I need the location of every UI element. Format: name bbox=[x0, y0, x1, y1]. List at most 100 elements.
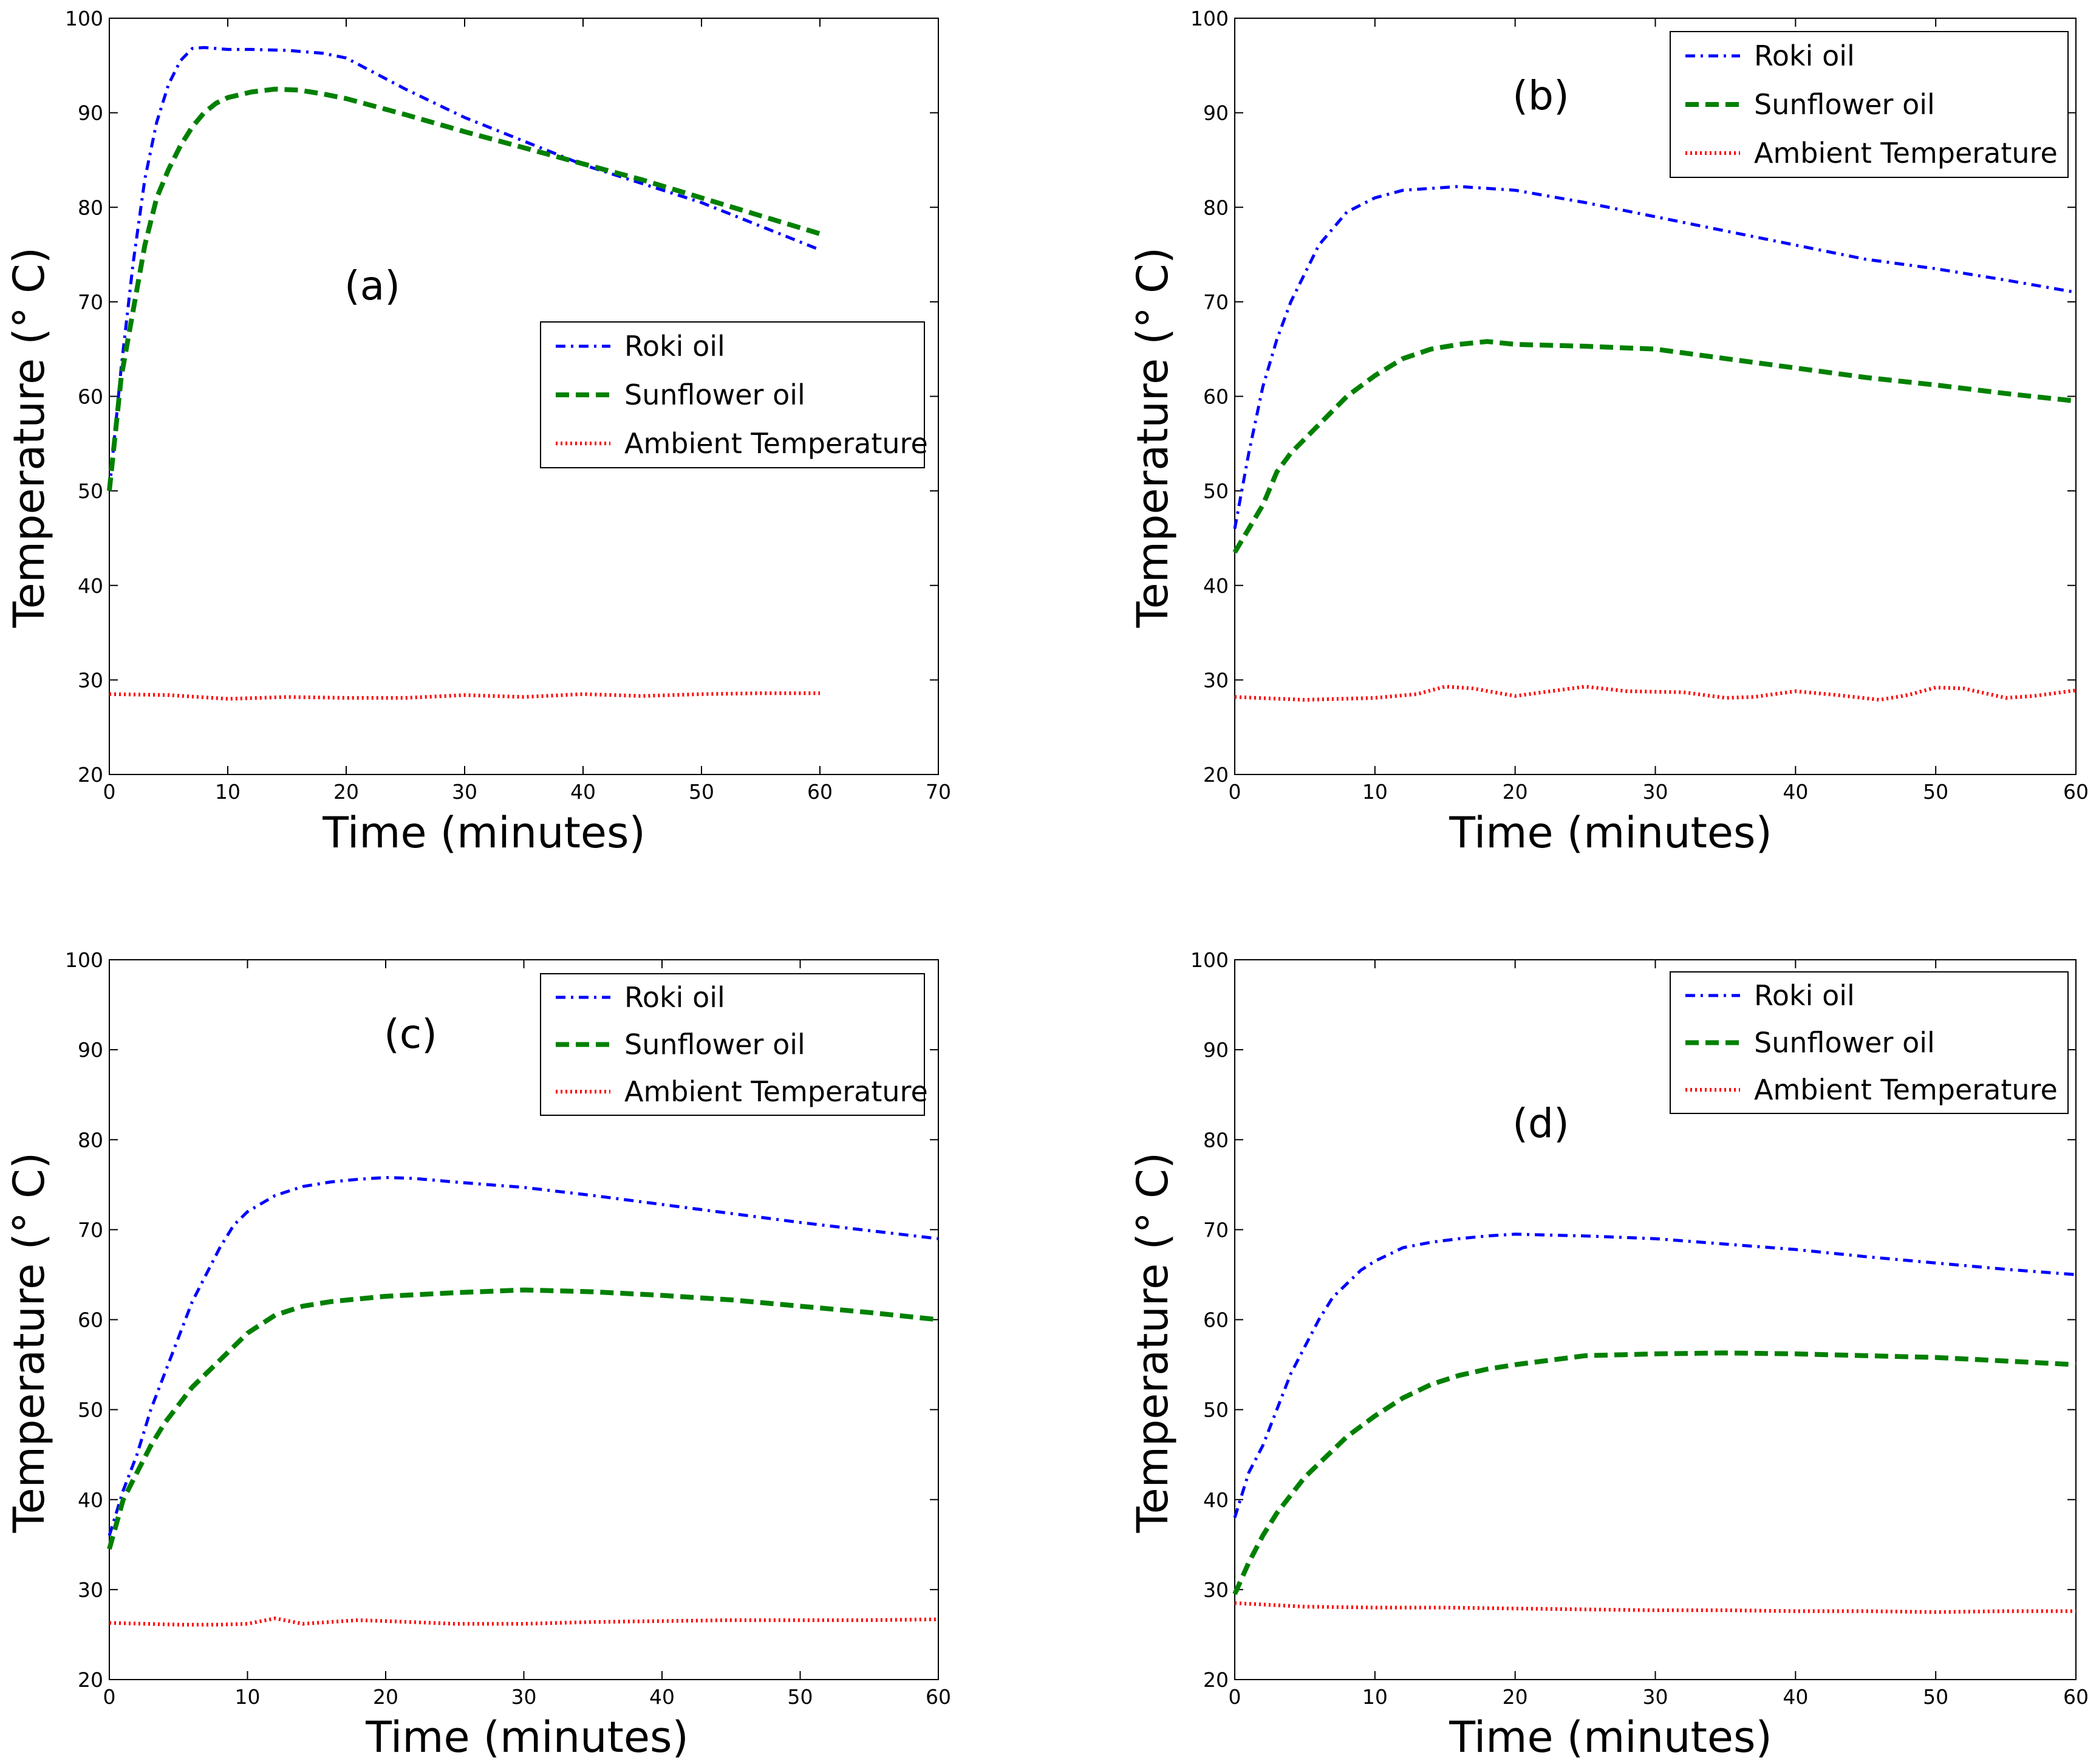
series-line-sunflower-oil bbox=[107, 86, 821, 491]
y-tick-label: 50 bbox=[1203, 479, 1229, 503]
y-tick-label: 90 bbox=[78, 1038, 103, 1062]
legend-entry-label: Ambient Temperature bbox=[624, 1075, 928, 1108]
y-axis-title: Temperature (° C) bbox=[4, 1152, 54, 1533]
legend: Roki oil Sunflower oil Ambient Temperature bbox=[540, 321, 928, 468]
y-tick-label: 90 bbox=[1203, 1038, 1229, 1062]
series-line-sunflower-oil bbox=[107, 1287, 939, 1550]
y-tick-label: 60 bbox=[78, 385, 103, 409]
y-tick-label: 100 bbox=[65, 948, 103, 972]
x-tick-label: 0 bbox=[103, 1685, 116, 1709]
x-tick-label: 30 bbox=[1643, 780, 1668, 804]
y-tick-label: 60 bbox=[1203, 385, 1229, 409]
legend: Roki oil Sunflower oil Ambient Temperature bbox=[1670, 31, 2069, 178]
x-tick-label: 60 bbox=[2063, 1685, 2089, 1709]
panel-c: Temperature (° C) Time (minutes) (c) 20 3… bbox=[4, 948, 951, 1762]
x-tick-label: 60 bbox=[2063, 780, 2089, 804]
legend-entry-label: Ambient Temperature bbox=[1754, 1073, 2058, 1106]
x-tick-label: 10 bbox=[1362, 780, 1388, 804]
y-tick-label: 40 bbox=[1203, 574, 1229, 598]
panel-label: (a) bbox=[344, 262, 400, 309]
y-tick-label: 60 bbox=[78, 1308, 103, 1332]
x-tick-label: 30 bbox=[1643, 1685, 1668, 1709]
y-tick-label: 100 bbox=[1190, 7, 1229, 30]
x-tick-label: 60 bbox=[926, 1685, 951, 1709]
series-line-ambient-temperature bbox=[109, 1616, 939, 1627]
y-tick-label: 80 bbox=[78, 1128, 103, 1152]
series-line-ambient-temperature bbox=[1234, 1601, 2076, 1614]
legend-entry-label: Roki oil bbox=[624, 981, 725, 1014]
x-tick-label: 0 bbox=[1229, 1685, 1241, 1709]
legend-entry-label: Roki oil bbox=[624, 330, 725, 363]
panel-label: (d) bbox=[1512, 1100, 1569, 1147]
legend: Roki oil Sunflower oil Ambient Temperature bbox=[540, 973, 928, 1116]
x-tick-label: 0 bbox=[1229, 780, 1241, 804]
y-tick-label: 90 bbox=[78, 101, 103, 125]
y-tick-label: 50 bbox=[1203, 1398, 1229, 1422]
x-tick-label: 50 bbox=[788, 1685, 813, 1709]
legend-entry-label: Sunflower oil bbox=[624, 1028, 805, 1061]
legend: Roki oil Sunflower oil Ambient Temperature bbox=[1670, 971, 2069, 1114]
x-tick-label: 70 bbox=[926, 780, 951, 804]
x-tick-label: 40 bbox=[570, 780, 596, 804]
y-tick-label: 80 bbox=[78, 196, 103, 219]
legend-entry-label: Roki oil bbox=[1754, 979, 1855, 1012]
y-axis-title: Temperature (° C) bbox=[1128, 247, 1178, 628]
y-tick-label: 20 bbox=[1203, 763, 1229, 787]
y-tick-label: 20 bbox=[78, 1668, 103, 1692]
legend-entry-label: Sunflower oil bbox=[1754, 88, 1935, 121]
y-tick-label: 40 bbox=[78, 574, 103, 598]
y-tick-label: 20 bbox=[1203, 1668, 1229, 1692]
x-tick-label: 10 bbox=[215, 780, 241, 804]
y-tick-label: 70 bbox=[78, 1218, 103, 1242]
y-tick-label: 40 bbox=[1203, 1488, 1229, 1512]
y-tick-label: 90 bbox=[1203, 101, 1229, 125]
x-axis-title: Time (minutes) bbox=[1449, 808, 1772, 858]
y-axis-title: Temperature (° C) bbox=[1128, 1152, 1178, 1533]
y-tick-label: 30 bbox=[1203, 668, 1229, 692]
legend-entry-label: Roki oil bbox=[1754, 39, 1855, 72]
x-tick-label: 20 bbox=[333, 780, 359, 804]
series-line-sunflower-oil bbox=[1232, 1350, 2077, 1595]
y-tick-label: 30 bbox=[78, 1578, 103, 1602]
x-tick-label: 20 bbox=[1503, 780, 1528, 804]
y-tick-label: 30 bbox=[1203, 1578, 1229, 1602]
y-tick-label: 60 bbox=[1203, 1308, 1229, 1332]
y-tick-label: 30 bbox=[78, 668, 103, 692]
x-axis-title: Time (minutes) bbox=[322, 808, 646, 858]
x-tick-label: 10 bbox=[235, 1685, 261, 1709]
x-axis-title: Time (minutes) bbox=[1449, 1712, 1772, 1762]
x-tick-label: 20 bbox=[373, 1685, 398, 1709]
x-tick-label: 0 bbox=[103, 780, 116, 804]
legend-entry-label: Ambient Temperature bbox=[1754, 137, 2058, 169]
x-tick-label: 50 bbox=[689, 780, 714, 804]
y-tick-label: 20 bbox=[78, 763, 103, 787]
series-line-sunflower-oil bbox=[1232, 339, 2077, 554]
x-tick-label: 20 bbox=[1503, 1685, 1528, 1709]
x-tick-label: 30 bbox=[511, 1685, 537, 1709]
y-tick-label: 70 bbox=[1203, 1218, 1229, 1242]
x-tick-label: 30 bbox=[452, 780, 477, 804]
x-tick-label: 50 bbox=[1923, 1685, 1948, 1709]
panel-d: Temperature (° C) Time (minutes) (d) 20 3… bbox=[1128, 948, 2089, 1762]
panel-label: (b) bbox=[1512, 72, 1569, 119]
y-tick-label: 80 bbox=[1203, 1128, 1229, 1152]
series-line-roki-oil bbox=[1233, 185, 2077, 529]
series-line-roki-oil bbox=[108, 46, 821, 491]
y-tick-label: 70 bbox=[1203, 290, 1229, 314]
x-tick-label: 40 bbox=[1783, 1685, 1808, 1709]
panel-b: Temperature (° C) Time (minutes) (b) 20 3… bbox=[1128, 7, 2089, 858]
legend-entry-label: Ambient Temperature bbox=[624, 427, 928, 460]
panel-a: Temperature (° C) Time (minutes) (a) 20 3… bbox=[4, 7, 951, 858]
x-tick-label: 40 bbox=[1783, 780, 1808, 804]
panel-label: (c) bbox=[384, 1011, 437, 1058]
y-tick-label: 40 bbox=[78, 1488, 103, 1512]
x-axis-title: Time (minutes) bbox=[365, 1712, 689, 1762]
y-tick-label: 100 bbox=[65, 7, 103, 30]
legend-entry-label: Sunflower oil bbox=[1754, 1027, 1935, 1059]
x-tick-label: 40 bbox=[649, 1685, 675, 1709]
series-line-ambient-temperature bbox=[109, 691, 820, 701]
x-tick-label: 60 bbox=[807, 780, 833, 804]
y-tick-label: 70 bbox=[78, 290, 103, 314]
y-axis-title: Temperature (° C) bbox=[4, 247, 54, 628]
